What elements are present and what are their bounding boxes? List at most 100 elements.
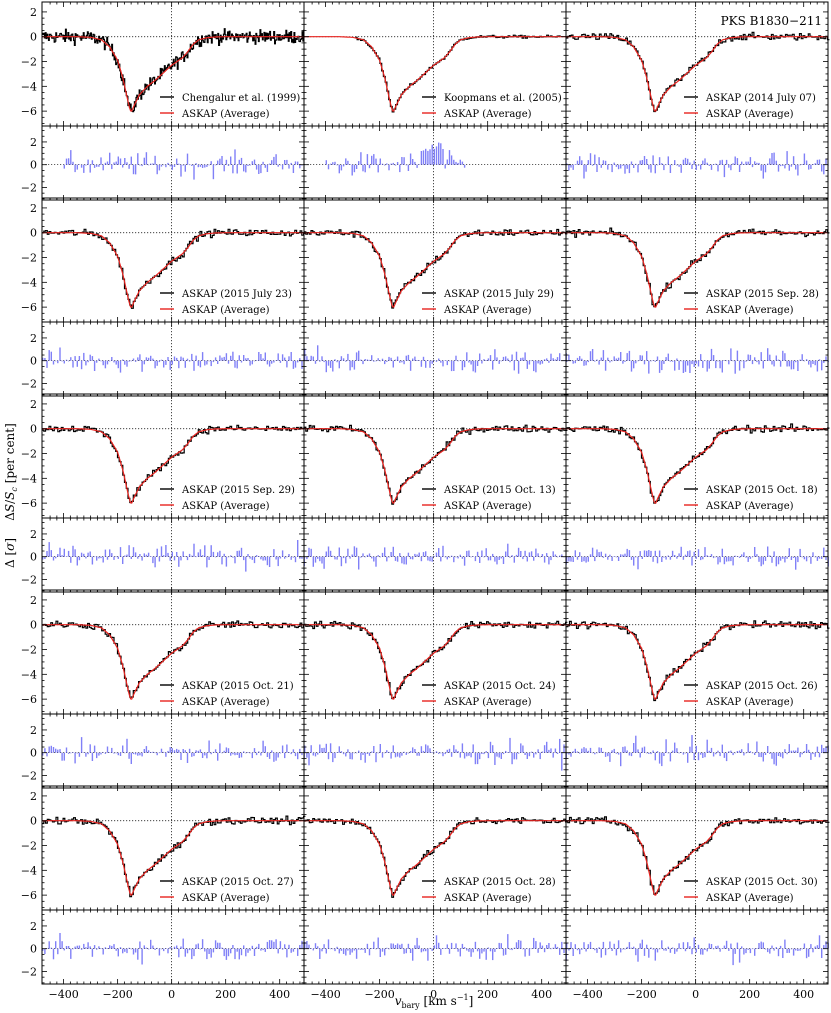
residual-bar	[572, 360, 574, 364]
residual-bar	[384, 164, 386, 166]
residual-bar	[100, 752, 102, 755]
y-tick-label: −2	[21, 573, 37, 586]
residual-bar	[485, 751, 487, 753]
residual-bar	[816, 360, 819, 372]
residual-bar	[388, 356, 390, 361]
residual-bar	[646, 159, 648, 165]
residual-bar	[173, 946, 176, 949]
residual-bar	[507, 934, 509, 949]
residual-bar	[758, 556, 760, 562]
residual-bar	[163, 360, 165, 368]
legend-label-average: ASKAP (Average)	[705, 305, 794, 316]
residual-bar	[355, 948, 358, 959]
residual-bar	[630, 947, 633, 949]
legend-label-average: ASKAP (Average)	[181, 697, 270, 708]
residual-bar	[457, 948, 459, 952]
residual-bar	[327, 939, 330, 949]
residual-bar	[517, 940, 520, 949]
residual-bar	[143, 360, 145, 365]
residual-bar	[91, 356, 94, 361]
y-tick-label: 2	[30, 136, 37, 149]
residual-bar	[628, 752, 631, 756]
residual-bar	[379, 744, 381, 753]
residual-bar	[217, 360, 219, 364]
residual-bar	[604, 948, 607, 956]
residual-bar	[173, 750, 176, 753]
residual-bar	[63, 360, 65, 364]
residual-bar	[214, 164, 217, 166]
residual-bar	[676, 358, 678, 361]
residual-bar	[723, 360, 726, 361]
residual-bar	[563, 744, 565, 753]
residual-bar	[111, 945, 113, 949]
residual-bar	[160, 748, 163, 753]
residual-bar	[392, 360, 394, 368]
residual-bar	[591, 164, 594, 166]
residual-bar	[470, 752, 472, 758]
residual-bar	[639, 551, 641, 557]
residual-bar	[463, 752, 466, 759]
residual-bar	[104, 162, 107, 165]
residual-bar	[197, 164, 199, 168]
residual-bar	[496, 357, 498, 361]
residual-bar	[284, 357, 286, 361]
residual-bar	[628, 164, 631, 174]
observed-spectrum-line	[566, 227, 830, 308]
residual-bar	[308, 547, 310, 557]
residual-bar	[528, 360, 531, 365]
residual-bar	[678, 553, 680, 557]
residual-bar	[297, 161, 299, 165]
residual-bar	[347, 353, 349, 361]
residual-bar	[453, 745, 455, 753]
residual-bar	[481, 360, 483, 364]
residual-bar	[332, 752, 334, 763]
residual-bar	[706, 162, 708, 165]
residual-bar	[665, 739, 667, 753]
residual-bar	[489, 556, 492, 561]
residual-bar	[450, 752, 453, 757]
residual-bar	[674, 160, 676, 165]
residual-bar	[122, 359, 124, 361]
residual-bar	[134, 360, 137, 362]
residual-bar	[587, 750, 589, 753]
residual-bar	[277, 164, 279, 167]
residual-bar	[292, 948, 295, 952]
residual-bar	[297, 540, 299, 557]
residual-bar	[568, 752, 570, 755]
residual-bar	[556, 357, 559, 361]
residual-bar	[286, 159, 288, 165]
residual-bar	[622, 948, 624, 950]
residual-bar	[342, 358, 345, 361]
residual-bar	[364, 752, 366, 763]
residual-bar	[132, 948, 135, 955]
residual-bar	[797, 556, 799, 563]
residual-bar	[453, 159, 455, 165]
average-profile-line	[566, 624, 828, 700]
residual-bar	[117, 948, 119, 957]
residual-bar	[700, 948, 702, 955]
residual-bar	[775, 556, 777, 567]
residual-bar	[620, 164, 622, 169]
residual-bar	[821, 744, 823, 753]
residual-bar	[126, 948, 128, 954]
residual-bar	[336, 360, 338, 363]
residual-bar	[173, 556, 176, 561]
residual-bar	[767, 163, 769, 165]
residual-bar	[323, 747, 325, 753]
residual-bar	[93, 360, 96, 371]
residual-bar	[240, 752, 243, 758]
residual-bar	[72, 948, 74, 950]
residual-bar	[498, 942, 500, 949]
residual-bar	[128, 545, 130, 557]
residual-bar	[46, 551, 48, 557]
residual-bar	[552, 752, 554, 758]
residual-bar	[710, 164, 713, 170]
residual-bar	[764, 948, 767, 950]
residual-bar	[704, 752, 706, 758]
residual-bar	[617, 752, 620, 755]
residual-bar	[602, 556, 605, 558]
residual-bar	[167, 750, 169, 753]
residual-bar	[113, 162, 115, 165]
residual-bar	[498, 360, 500, 364]
residual-bar	[607, 357, 609, 361]
